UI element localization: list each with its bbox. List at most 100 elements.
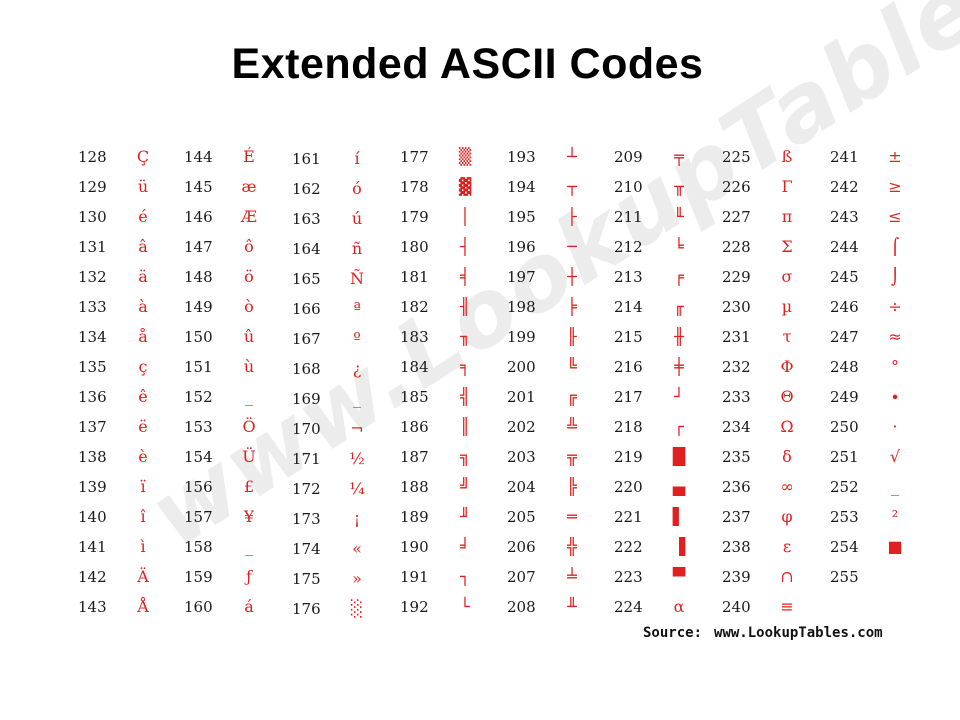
code-number: 182 bbox=[400, 298, 429, 316]
source-label: Source: bbox=[643, 625, 703, 641]
code-character: à bbox=[138, 297, 148, 316]
code-character: ƒ bbox=[246, 567, 252, 586]
code-number: 160 bbox=[184, 598, 213, 616]
code-character: α bbox=[673, 597, 685, 616]
code-character: ½ bbox=[349, 449, 365, 468]
code-character: ë bbox=[138, 417, 148, 436]
code-character: ≡ bbox=[780, 597, 794, 616]
code-number: 215 bbox=[614, 328, 643, 346]
code-character: » bbox=[352, 569, 362, 588]
code-character: ┘ bbox=[674, 387, 684, 406]
code-number: 147 bbox=[184, 238, 213, 256]
source-url: www.LookupTables.com bbox=[714, 625, 883, 641]
code-character: é bbox=[138, 207, 148, 226]
code-character: Ω bbox=[780, 417, 794, 436]
code-character: ╬ bbox=[567, 537, 577, 556]
code-number: 184 bbox=[400, 358, 429, 376]
code-number: 166 bbox=[292, 300, 321, 318]
code-number: 234 bbox=[722, 418, 751, 436]
code-number: 248 bbox=[830, 358, 859, 376]
code-number: 242 bbox=[830, 178, 859, 196]
code-number: 138 bbox=[78, 448, 107, 466]
code-character: ├ bbox=[567, 207, 577, 226]
code-number: 130 bbox=[78, 208, 107, 226]
code-number: 189 bbox=[400, 508, 429, 526]
code-character: º bbox=[353, 329, 361, 348]
code-character: π bbox=[781, 207, 793, 226]
code-number: 249 bbox=[830, 388, 859, 406]
code-number: 151 bbox=[184, 358, 213, 376]
code-character: Ç bbox=[136, 147, 150, 166]
code-character: û bbox=[243, 327, 255, 346]
code-number: 241 bbox=[830, 148, 859, 166]
code-character: ç bbox=[138, 357, 148, 376]
code-number: 176 bbox=[292, 600, 321, 618]
code-number: 186 bbox=[400, 418, 429, 436]
code-character: _ bbox=[353, 389, 361, 408]
code-character: ì bbox=[140, 537, 146, 556]
code-number: 190 bbox=[400, 538, 429, 556]
code-character: ⌡ bbox=[890, 267, 900, 286]
code-character: ╧ bbox=[567, 567, 577, 586]
code-number: 132 bbox=[78, 268, 107, 286]
code-number: 212 bbox=[614, 238, 643, 256]
code-number: 161 bbox=[292, 150, 321, 168]
code-character: ╞ bbox=[567, 297, 577, 316]
code-number: 169 bbox=[292, 390, 321, 408]
code-character: « bbox=[352, 539, 362, 558]
code-number: 253 bbox=[830, 508, 859, 526]
code-character: ∩ bbox=[780, 567, 794, 586]
code-number: 223 bbox=[614, 568, 643, 586]
code-number: 194 bbox=[507, 178, 536, 196]
code-character: ⌠ bbox=[890, 237, 900, 256]
code-number: 174 bbox=[292, 540, 321, 558]
code-character: ╒ bbox=[674, 267, 684, 286]
code-character: ε bbox=[782, 537, 792, 556]
code-character: ╤ bbox=[674, 147, 684, 166]
code-number: 252 bbox=[830, 478, 859, 496]
code-character: ─ bbox=[567, 237, 577, 256]
code-number: 201 bbox=[507, 388, 536, 406]
code-number: 148 bbox=[184, 268, 213, 286]
code-number: 158 bbox=[184, 538, 213, 556]
code-character: Θ bbox=[780, 387, 794, 406]
code-number: 217 bbox=[614, 388, 643, 406]
code-character: ╕ bbox=[460, 357, 470, 376]
code-character: ≈ bbox=[888, 327, 902, 346]
code-number: 163 bbox=[292, 210, 321, 228]
code-number: 168 bbox=[292, 360, 321, 378]
code-character: ä bbox=[138, 267, 148, 286]
code-character: í bbox=[354, 149, 360, 168]
code-character: · bbox=[892, 417, 898, 436]
code-number: 188 bbox=[400, 478, 429, 496]
code-number: 247 bbox=[830, 328, 859, 346]
code-number: 197 bbox=[507, 268, 536, 286]
code-number: 233 bbox=[722, 388, 751, 406]
code-character: ┴ bbox=[567, 147, 577, 166]
code-number: 255 bbox=[830, 568, 859, 586]
code-number: 180 bbox=[400, 238, 429, 256]
code-number: 224 bbox=[614, 598, 643, 616]
code-number: 203 bbox=[507, 448, 536, 466]
code-character: ╚ bbox=[567, 357, 577, 376]
code-number: 196 bbox=[507, 238, 536, 256]
code-character: è bbox=[138, 447, 148, 466]
code-character: å bbox=[138, 327, 148, 346]
code-number: 250 bbox=[830, 418, 859, 436]
code-character: ╛ bbox=[460, 537, 470, 556]
code-character: ± bbox=[888, 147, 902, 166]
code-number: 204 bbox=[507, 478, 536, 496]
code-number: 236 bbox=[722, 478, 751, 496]
code-character: ■ bbox=[887, 537, 903, 556]
code-character: └ bbox=[460, 597, 470, 616]
code-number: 251 bbox=[830, 448, 859, 466]
code-number: 140 bbox=[78, 508, 107, 526]
code-character: ╙ bbox=[674, 207, 684, 226]
code-number: 239 bbox=[722, 568, 751, 586]
code-character: ╖ bbox=[460, 327, 470, 346]
code-character: ╪ bbox=[674, 357, 684, 376]
code-character: ╜ bbox=[460, 507, 470, 526]
code-character: Φ bbox=[780, 357, 794, 376]
code-number: 207 bbox=[507, 568, 536, 586]
code-number: 152 bbox=[184, 388, 213, 406]
